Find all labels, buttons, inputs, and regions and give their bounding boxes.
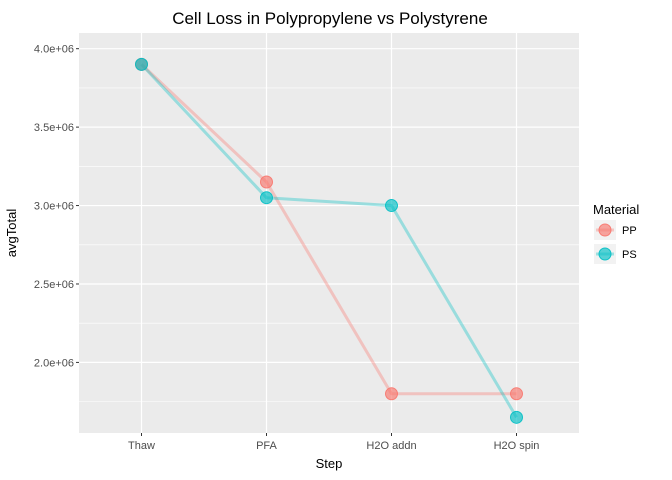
legend: Material PP PS — [593, 202, 639, 264]
y-axis-title: avgTotal — [4, 209, 19, 258]
x-tick-label: H2O addn — [366, 440, 416, 452]
legend-label-ps: PS — [622, 249, 637, 261]
y-tick-label: 2.5e+06 — [34, 279, 74, 291]
x-tick-label: Thaw — [128, 440, 155, 452]
legend-key-point — [598, 223, 612, 237]
x-axis-ticks: Thaw PFA H2O addn H2O spin — [128, 433, 539, 452]
data-point-pp — [510, 387, 523, 401]
y-tick-label: 2.0e+06 — [34, 357, 74, 369]
x-axis-title: Step — [316, 456, 343, 471]
legend-key-pp — [594, 220, 616, 240]
legend-label-pp: PP — [622, 225, 637, 237]
data-point-ps — [385, 199, 398, 213]
data-point-ps — [510, 410, 523, 424]
series-points — [135, 57, 523, 424]
y-tick-label: 3.5e+06 — [34, 122, 74, 134]
series-line-pp — [140, 63, 517, 396]
data-point-ps — [260, 191, 273, 205]
legend-key-point — [598, 247, 612, 261]
y-tick-label: 3.0e+06 — [34, 201, 74, 213]
chart-title: Cell Loss in Polypropylene vs Polystyren… — [172, 9, 488, 28]
data-point-ps — [135, 57, 148, 71]
plot-panel — [79, 33, 579, 433]
series-line-ps — [140, 63, 518, 419]
legend-key-ps — [594, 244, 616, 264]
y-axis-ticks: 2.0e+06 2.5e+06 3.0e+06 3.5e+06 4.0e+06 — [34, 44, 79, 369]
series-lines — [140, 63, 518, 419]
x-tick-label: PFA — [256, 440, 277, 452]
x-tick-label: H2O spin — [494, 440, 540, 452]
gridlines — [79, 33, 579, 433]
data-point-pp — [260, 175, 273, 189]
y-tick-label: 4.0e+06 — [34, 44, 74, 56]
data-point-pp — [385, 387, 398, 401]
legend-title: Material — [593, 202, 639, 217]
